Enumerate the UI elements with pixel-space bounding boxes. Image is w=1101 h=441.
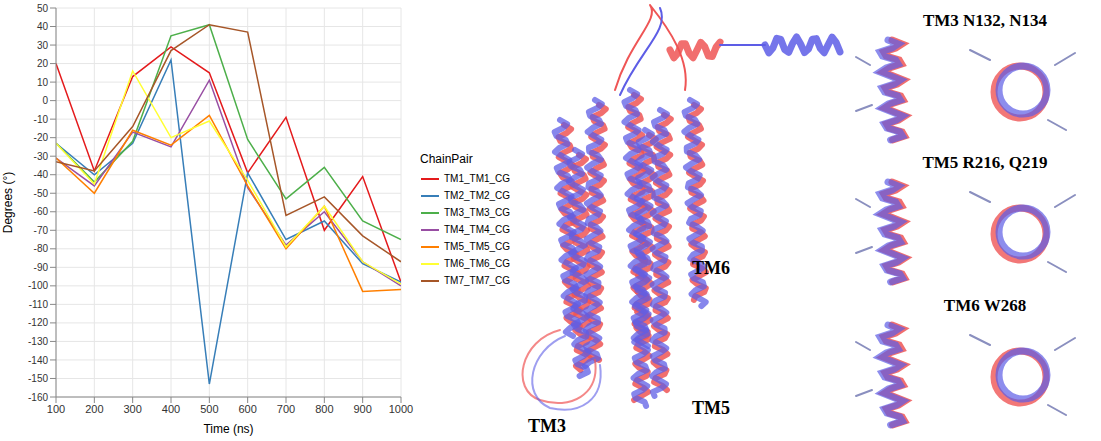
svg-text:Time (ns): Time (ns): [203, 422, 253, 436]
svg-text:TM3 N132, N134: TM3 N132, N134: [923, 11, 1048, 30]
svg-text:TM6: TM6: [692, 258, 730, 278]
html-text:TM7_TM7_CG: TM7_TM7_CG: [444, 275, 511, 286]
svg-text:800: 800: [315, 403, 333, 415]
svg-text:20: 20: [37, 58, 49, 69]
svg-text:200: 200: [85, 403, 103, 415]
svg-text:Degrees (°): Degrees (°): [1, 172, 15, 233]
svg-text:400: 400: [162, 403, 180, 415]
html-text:TM1_TM1_CG: TM1_TM1_CG: [444, 173, 511, 184]
svg-text:40: 40: [37, 21, 49, 32]
svg-text:-120: -120: [28, 317, 48, 328]
svg-text:1000: 1000: [389, 403, 413, 415]
svg-text:-80: -80: [34, 243, 49, 254]
svg-text:-100: -100: [28, 280, 48, 291]
svg-text:-90: -90: [34, 262, 49, 273]
html-text:TM2_TM2_CG: TM2_TM2_CG: [444, 190, 511, 201]
svg-text:-60: -60: [34, 206, 49, 217]
svg-text:700: 700: [277, 403, 295, 415]
svg-text:-10: -10: [34, 114, 49, 125]
svg-text:30: 30: [37, 40, 49, 51]
svg-text:TM6 W268: TM6 W268: [944, 296, 1026, 315]
html-text:ChainPair: ChainPair: [420, 152, 473, 166]
html-text:TM6_TM6_CG: TM6_TM6_CG: [444, 258, 511, 269]
svg-text:-150: -150: [28, 373, 48, 384]
svg-text:500: 500: [200, 403, 218, 415]
svg-text:-130: -130: [28, 336, 48, 347]
svg-text:-30: -30: [34, 151, 49, 162]
html-text:TM4_TM4_CG: TM4_TM4_CG: [444, 224, 511, 235]
svg-text:-110: -110: [29, 299, 49, 310]
svg-text:-70: -70: [34, 225, 49, 236]
svg-text:100: 100: [47, 403, 65, 415]
svg-text:TM3: TM3: [528, 416, 566, 436]
svg-text:50: 50: [37, 3, 49, 14]
svg-text:TM5: TM5: [692, 398, 730, 418]
svg-text:-40: -40: [34, 169, 49, 180]
svg-text:600: 600: [238, 403, 256, 415]
svg-text:900: 900: [353, 403, 371, 415]
html-text:TM5_TM5_CG: TM5_TM5_CG: [444, 241, 511, 252]
svg-text:-160: -160: [28, 392, 48, 403]
svg-text:-140: -140: [28, 355, 48, 366]
svg-text:300: 300: [123, 403, 141, 415]
svg-text:TM5 R216, Q219: TM5 R216, Q219: [922, 153, 1047, 172]
svg-text:-20: -20: [34, 132, 49, 143]
html-text:TM3_TM3_CG: TM3_TM3_CG: [444, 207, 511, 218]
svg-text:10: 10: [37, 77, 49, 88]
svg-text:0: 0: [42, 95, 48, 106]
svg-text:-50: -50: [34, 188, 49, 199]
